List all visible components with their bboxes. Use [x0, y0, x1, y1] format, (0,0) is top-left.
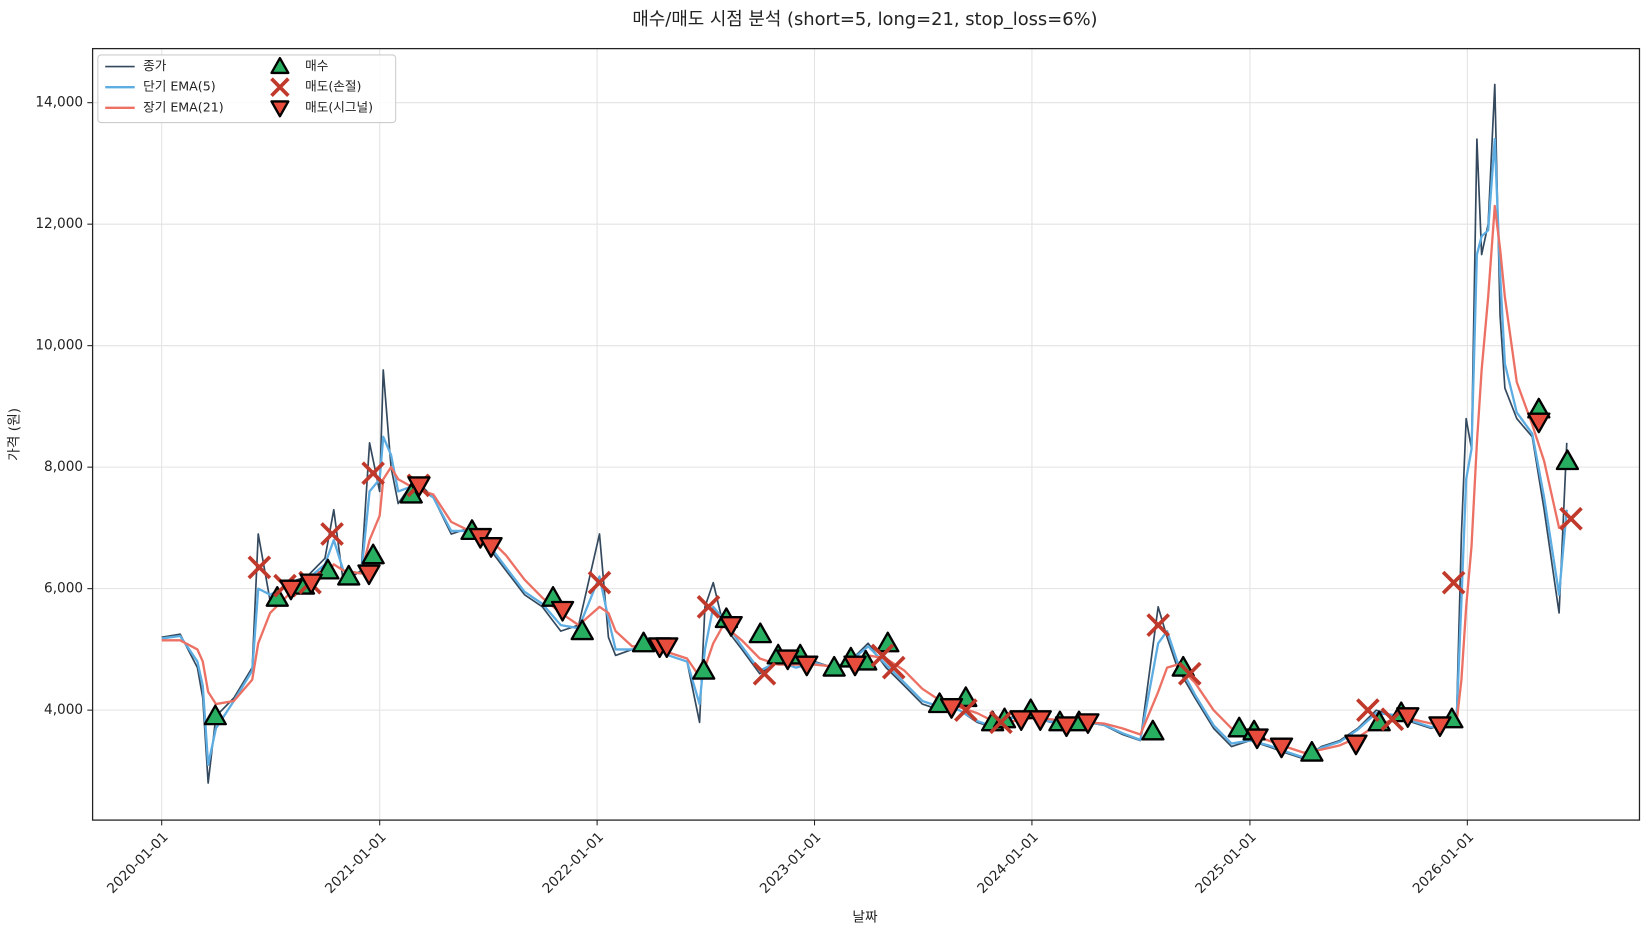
plot-frame [91, 47, 1641, 821]
legend-label: 매도(시그널) [305, 99, 373, 114]
stop-loss-marker [587, 570, 612, 595]
sell-signal-marker [939, 698, 964, 719]
legend-label: 종가 [143, 58, 167, 73]
stop-loss-marker [1356, 698, 1380, 723]
sell-signal-marker [1396, 707, 1420, 728]
sell-signal-marker [357, 564, 381, 586]
legend-swatch [270, 56, 290, 75]
legend-label: 매도(손절) [305, 79, 361, 94]
x-axis-label: 날짜 [852, 909, 878, 925]
stop-loss-marker [881, 655, 906, 680]
sell-signal-marker [1245, 728, 1269, 750]
sell-signal-marker [279, 579, 303, 601]
stop-loss-marker [989, 710, 1013, 735]
chart-title: 매수/매도 시점 분석 (short=5, long=21, stop_loss… [632, 9, 1097, 30]
buy-marker [1227, 716, 1251, 738]
buy-marker [748, 622, 772, 644]
buy-marker [570, 619, 594, 641]
buy-marker [1555, 449, 1580, 471]
legend-label: 매수 [305, 58, 328, 73]
stop-loss-marker [1441, 570, 1466, 595]
sell-signal-marker [407, 476, 431, 498]
legend-swatch [270, 100, 290, 118]
sell-signal-marker [1076, 713, 1100, 735]
sell-signal-marker [479, 537, 503, 558]
buy-marker [337, 564, 361, 586]
sell-signal-marker [1527, 412, 1551, 434]
stop-loss-marker [361, 461, 385, 486]
sell-signal-marker [795, 655, 819, 677]
y-tick-label: 6,000 [44, 581, 83, 597]
legend-label: 장기 EMA(21) [143, 99, 224, 114]
sell-signal-marker [1009, 710, 1033, 731]
legend-box [97, 54, 397, 124]
buy-marker [203, 704, 227, 726]
stop-loss-marker [752, 661, 777, 686]
buy-marker [692, 658, 716, 680]
sell-signal-marker [1269, 737, 1294, 759]
legend-swatch [270, 77, 290, 97]
stop-loss-marker [1559, 506, 1583, 531]
sell-signal-marker [1028, 710, 1052, 731]
stop-loss-marker [1177, 661, 1202, 686]
buy-marker [631, 631, 656, 653]
sell-signal-marker [776, 649, 800, 671]
sell-signal-marker [843, 655, 867, 677]
sell-signal-marker [1428, 716, 1452, 738]
buy-marker [361, 543, 385, 565]
stop-loss-marker [247, 555, 272, 580]
buy-marker [1300, 740, 1324, 762]
sell-signal-marker [655, 637, 679, 659]
sell-signal-marker [719, 616, 743, 637]
sell-signal-marker [1054, 716, 1079, 738]
stop-loss-marker [696, 594, 721, 619]
sell-signal-marker [299, 573, 323, 595]
price-line [161, 137, 1568, 766]
plot-area [161, 83, 1583, 784]
stop-loss-marker [320, 522, 344, 546]
sell-signal-marker [1344, 734, 1368, 756]
y-axis-label: 가격 (원) [7, 408, 23, 461]
y-tick-label: 14,000 [35, 95, 83, 111]
stop-loss-marker [1146, 613, 1171, 637]
buy-marker [1141, 719, 1165, 741]
sell-signal-marker [550, 600, 575, 622]
buy-marker [316, 558, 340, 580]
y-tick-label: 8,000 [44, 459, 83, 475]
y-tick-label: 4,000 [44, 702, 83, 718]
buy-marker [265, 586, 289, 607]
y-tick-label: 12,000 [35, 216, 83, 232]
y-tick-label: 10,000 [35, 338, 83, 354]
legend-label: 단기 EMA(5) [143, 79, 216, 94]
